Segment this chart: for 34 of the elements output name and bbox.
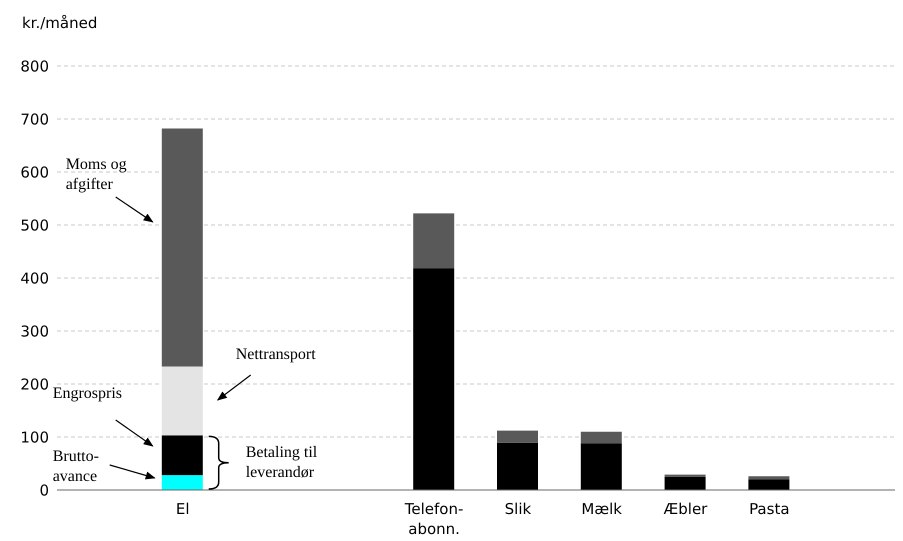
y-tick-label: 400	[20, 269, 49, 288]
y-tick-label: 300	[20, 322, 49, 340]
bar	[497, 442, 538, 490]
bar	[413, 268, 454, 490]
bar	[162, 128, 203, 367]
y-tick-label: 0	[39, 481, 49, 500]
bar	[664, 476, 706, 490]
x-tick-label: Æbler	[664, 500, 708, 518]
bar	[580, 432, 622, 444]
x-tick-label: Slik	[504, 500, 532, 518]
y-tick-label: 800	[20, 57, 49, 76]
y-tick-label: 600	[20, 163, 49, 182]
annotation: Betaling til leverandør	[246, 442, 318, 483]
bar	[162, 435, 203, 476]
annotation: Nettransport	[236, 345, 317, 365]
y-axis-title: kr./måned	[22, 14, 98, 32]
y-tick-label: 200	[20, 375, 49, 394]
annotation: Brutto-avance	[52, 447, 100, 487]
x-tick-label: Pasta	[749, 500, 790, 518]
bar	[748, 479, 790, 490]
x-tick-label: Mælk	[581, 500, 622, 518]
x-tick-label: Telefon-abonn.	[404, 500, 464, 538]
y-tick-label: 700	[20, 110, 49, 128]
bar	[162, 475, 203, 490]
y-tick-label: 100	[20, 428, 49, 446]
x-tick-label: El	[176, 500, 190, 518]
bar	[497, 430, 538, 443]
bar	[413, 213, 454, 268]
y-tick-label: 500	[20, 216, 49, 234]
bar	[162, 366, 203, 436]
bar	[748, 476, 790, 480]
annotation: Moms og afgifter	[66, 155, 128, 195]
annotation: Engrospris	[52, 384, 124, 404]
bar	[580, 443, 622, 490]
